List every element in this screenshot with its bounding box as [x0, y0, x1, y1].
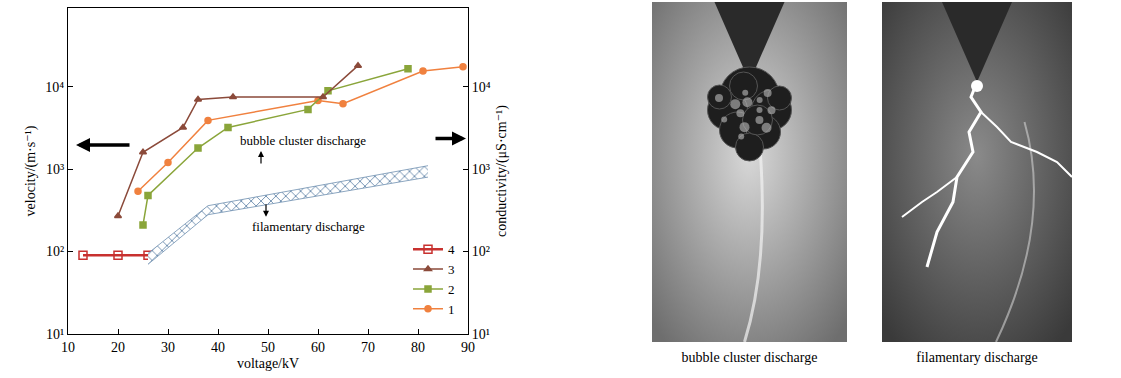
svg-text:30: 30 [161, 340, 175, 355]
svg-text:2: 2 [448, 282, 455, 297]
svg-text:20: 20 [111, 340, 125, 355]
svg-text:40: 40 [211, 340, 225, 355]
svg-text:4: 4 [448, 242, 455, 257]
svg-text:10⁴: 10⁴ [472, 80, 491, 95]
svg-text:bubble cluster discharge: bubble cluster discharge [240, 133, 366, 148]
svg-text:10¹: 10¹ [472, 327, 490, 342]
svg-text:10²: 10² [46, 244, 64, 259]
svg-text:10³: 10³ [46, 162, 64, 177]
svg-text:3: 3 [448, 262, 455, 277]
svg-text:1: 1 [448, 302, 455, 317]
svg-text:60: 60 [311, 340, 325, 355]
svg-text:filamentary discharge: filamentary discharge [252, 219, 365, 234]
svg-text:velocity/(m·s⁻¹): velocity/(m·s⁻¹) [23, 125, 39, 216]
html-text:bubble cluster discharge: bubble cluster discharge [681, 350, 818, 365]
svg-text:80: 80 [411, 340, 425, 355]
svg-text:voltage/kV: voltage/kV [237, 356, 299, 371]
svg-text:10⁴: 10⁴ [45, 80, 64, 95]
svg-text:50: 50 [261, 340, 275, 355]
svg-text:70: 70 [361, 340, 375, 355]
svg-text:10: 10 [61, 340, 75, 355]
svg-text:conductivity/(μS·cm⁻¹): conductivity/(μS·cm⁻¹) [494, 105, 510, 237]
svg-text:10¹: 10¹ [46, 327, 64, 342]
svg-text:90: 90 [461, 340, 475, 355]
html-text:filamentary discharge: filamentary discharge [916, 350, 1038, 365]
svg-text:10³: 10³ [472, 162, 490, 177]
svg-text:10²: 10² [472, 244, 490, 259]
